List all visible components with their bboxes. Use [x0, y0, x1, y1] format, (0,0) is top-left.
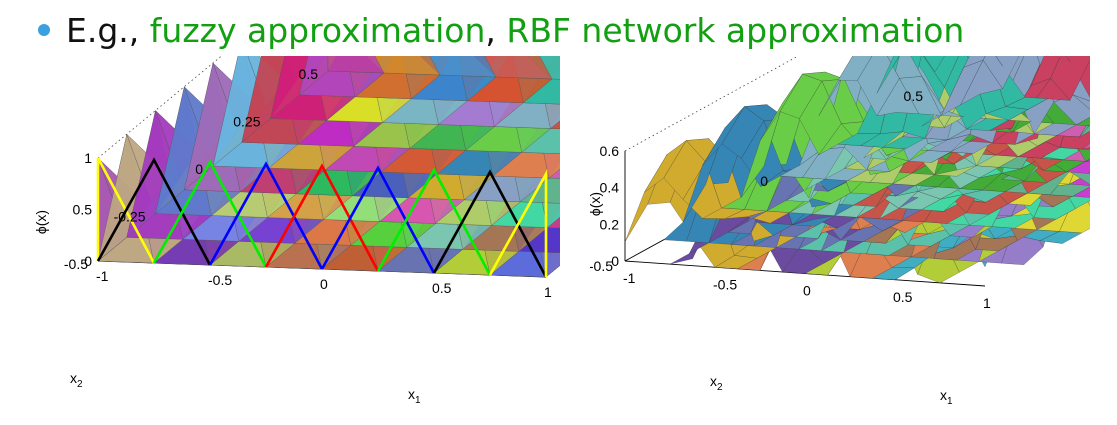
membership-outline	[208, 161, 324, 270]
x1-tick-label: -1	[96, 268, 109, 284]
slide-headline: E.g., fuzzy approximation, RBF network a…	[38, 4, 964, 56]
x2-axis-label: x2	[710, 373, 723, 393]
z-tick-label: 0.6	[600, 143, 620, 159]
x1-tick-label: -0.5	[208, 272, 232, 288]
z-axis-label: ϕ(x)	[33, 210, 49, 234]
z-tick-label: 0.4	[600, 180, 620, 196]
x2-tick-label: 0	[760, 173, 768, 189]
rbf-surface-cell	[960, 59, 1003, 106]
x1-tick-label: 0	[320, 276, 328, 292]
rbf-surface-cell	[837, 56, 873, 81]
box-edge	[624, 56, 800, 152]
membership-outline	[152, 159, 268, 268]
x1-tick-label: -1	[623, 270, 636, 286]
x1-tick-label: 0	[803, 283, 811, 299]
membership-outline	[488, 168, 548, 277]
x2-tick-label: 0.25	[233, 114, 260, 130]
z-tick-label: 0	[84, 253, 92, 269]
rbf-surface-cell	[1065, 56, 1071, 62]
z-tick-label: 0.5	[73, 202, 93, 218]
x2-axis-label: x2	[70, 370, 83, 390]
rbf-surface-cell	[876, 56, 900, 94]
membership-outline	[432, 169, 548, 278]
surface-patches	[97, 56, 560, 278]
x1-tick-label: 1	[983, 295, 991, 311]
headline-item-fuzzy: fuzzy approximation	[149, 10, 486, 50]
x2-tick-label: 0.5	[299, 66, 319, 82]
x1-axis-label: x1	[940, 387, 953, 407]
membership-outline	[96, 157, 156, 264]
rbf-basis-chart: -1 -0.5 0 0.5 1-0.500.500.20.40.6 ϕ(x) x2 x1	[590, 56, 1090, 407]
headline-item-rbf: RBF network approximation	[506, 10, 965, 50]
headline-prefix: E.g.,	[66, 10, 140, 50]
z-axis-label: ϕ(x)	[590, 192, 603, 216]
x1-tick-label: 1	[544, 284, 552, 300]
x2-tick-label: 0.5	[904, 88, 924, 104]
membership-face	[299, 56, 329, 96]
surface-patches	[624, 56, 1090, 284]
membership-face	[327, 56, 385, 74]
rbf-surface-cell	[1079, 124, 1090, 138]
rbf-surface-cell	[876, 78, 920, 117]
z-tick-label: 0.2	[600, 216, 620, 232]
z-tick-label: 1	[84, 150, 92, 166]
x1-tick-label: 0.5	[893, 289, 913, 305]
x1-tick-label: -0.5	[713, 276, 737, 292]
membership-outline	[264, 163, 380, 272]
tick-labels: -1 -0.5 0 0.5 1-0.500.500.20.40.6	[590, 88, 991, 311]
bullet-icon	[38, 24, 50, 36]
membership-outline	[376, 167, 492, 276]
x2-tick-label: -0.5	[590, 258, 613, 274]
x2-tick-label: -0.25	[114, 209, 146, 225]
membership-outline	[320, 165, 436, 274]
z-tick-label: 0	[611, 253, 619, 269]
rbf-surface-cell	[1088, 172, 1090, 174]
x1-axis-label: x1	[408, 386, 421, 406]
rbf-surface-cell	[923, 56, 945, 73]
membership-outlines	[96, 157, 548, 278]
membership-outline	[96, 157, 212, 266]
headline-separator: ,	[485, 10, 496, 50]
x2-tick-label: -0.5	[64, 256, 88, 272]
x1-tick-label: 0.5	[432, 280, 452, 296]
x2-tick-label: 0	[195, 161, 203, 177]
